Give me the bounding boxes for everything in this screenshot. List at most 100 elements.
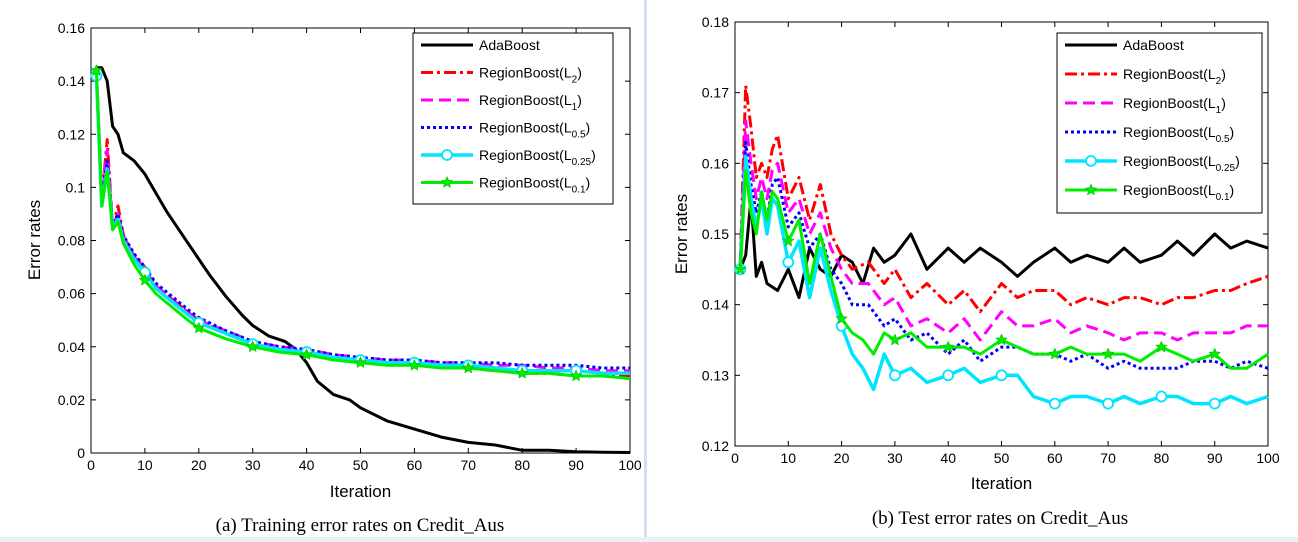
b-x-tick-label: 0	[731, 450, 739, 466]
chart-training-error: 0 10 20 30 40 50 60 70 80 90 100 0 0.02 0.04 0.06 0.08 0…	[25, 20, 642, 536]
b-x-tick-label: 20	[834, 450, 850, 466]
a-x-tick-label: 30	[245, 457, 261, 473]
a-y-tick-label: 0.1	[66, 179, 86, 195]
b-series-marker-4	[889, 369, 901, 382]
a-y-tick-label: 0.08	[58, 233, 85, 249]
b-x-tick-label: 90	[1207, 450, 1223, 466]
a-series-marker-5	[461, 361, 475, 374]
b-x-tick-label: 10	[781, 450, 797, 466]
b-series-marker-5	[1101, 347, 1115, 360]
b-series-marker-5	[835, 312, 848, 325]
b-series-marker-4	[1208, 397, 1221, 410]
b-legend-label-2: RegionBoost(L1)	[1123, 95, 1226, 116]
b-series-line-2	[738, 119, 1268, 342]
a-y-tick-label: 0.06	[58, 286, 85, 302]
a-x-tick-label: 60	[407, 457, 423, 473]
a-series-line-0	[96, 66, 631, 454]
b-x-tick-label: 70	[1100, 450, 1116, 466]
b-x-tick-label: 40	[940, 450, 956, 466]
b-y-tick-label: 0.12	[702, 438, 729, 454]
a-series-marker-5	[408, 358, 421, 371]
b-legend-label-0: AdaBoost	[1123, 37, 1184, 53]
a-legend-label-5: RegionBoost(L0.1)	[479, 175, 590, 196]
a-x-tick-label: 80	[514, 457, 530, 473]
a-x-tick-label: 10	[137, 457, 153, 473]
a-series-marker-5	[90, 63, 103, 76]
a-x-tick-label: 0	[87, 457, 95, 473]
a-legend-marker-4	[441, 149, 453, 161]
a-series-marker-5	[138, 273, 152, 286]
b-series-line-0	[738, 197, 1269, 300]
b-legend-label-1: RegionBoost(L2)	[1123, 66, 1226, 87]
a-series-line-5	[94, 70, 631, 381]
b-series-marker-5	[941, 340, 955, 353]
b-legend-label-4: RegionBoost(L0.25)	[1123, 153, 1240, 174]
a-legend-box	[412, 32, 614, 205]
a-y-tick-label: 0.12	[58, 126, 85, 142]
a-series-marker-5	[569, 369, 583, 382]
b-series-marker-5	[781, 234, 795, 247]
a-x-tick-label: 20	[191, 457, 207, 473]
b-x-tick-label: 30	[887, 450, 903, 466]
b-x-tick-label: 50	[994, 450, 1010, 466]
panel-divider	[644, 0, 647, 542]
bottom-rule	[0, 537, 1298, 542]
a-series-marker-5	[354, 356, 367, 369]
a-x-tick-label: 50	[353, 457, 369, 473]
a-series-marker-5	[515, 366, 529, 379]
b-y-tick-label: 0.16	[702, 155, 729, 171]
a-y-tick-label: 0.14	[58, 73, 85, 89]
b-y-tick-label: 0.17	[702, 85, 729, 101]
b-legend-marker-5	[1084, 183, 1098, 196]
b-series-marker-5	[733, 262, 747, 275]
a-y-tick-label: 0.04	[58, 339, 85, 355]
b-series-line-4	[738, 154, 1269, 406]
b-x-tick-label: 100	[1256, 450, 1280, 466]
a-legend-label-0: AdaBoost	[479, 37, 540, 53]
b-x-tick-label: 80	[1154, 450, 1170, 466]
b-series-line-1	[738, 84, 1269, 314]
a-x-tick-label: 100	[618, 457, 642, 473]
a-x-tick-label: 40	[299, 457, 315, 473]
b-series-marker-4	[1155, 390, 1168, 403]
b-series-marker-4	[1048, 397, 1061, 410]
b-x-axis-label: Iteration	[971, 474, 1032, 493]
b-series-line-5	[738, 168, 1269, 370]
b-y-axis-label: Error rates	[672, 194, 691, 274]
b-series-marker-4	[942, 369, 955, 382]
a-x-tick-label: 70	[461, 457, 477, 473]
b-caption: (b) Test error rates on Credit_Aus	[872, 508, 1128, 529]
b-series-marker-4	[1102, 397, 1114, 410]
b-legend-label-3: RegionBoost(L0.5)	[1123, 124, 1234, 145]
a-y-axis-label: Error rates	[25, 200, 44, 280]
b-y-tick-label: 0.18	[702, 14, 729, 30]
b-series-marker-5	[1048, 347, 1062, 360]
a-x-axis-label: Iteration	[330, 482, 391, 501]
a-legend-label-3: RegionBoost(L0.5)	[479, 120, 590, 141]
b-legend-marker-4	[1085, 155, 1097, 167]
a-series-marker-5	[300, 348, 313, 361]
b-legend-label-5: RegionBoost(L0.1)	[1123, 182, 1234, 203]
b-y-tick-label: 0.15	[702, 226, 729, 242]
a-legend-marker-5	[440, 175, 454, 188]
a-series-marker-5	[192, 321, 206, 334]
a-y-tick-label: 0	[77, 445, 85, 461]
b-series-marker-5	[995, 333, 1008, 346]
b-series-marker-5	[888, 333, 902, 346]
b-series-marker-4	[995, 369, 1008, 382]
a-legend-label-1: RegionBoost(L2)	[479, 65, 582, 86]
a-series-marker-5	[246, 340, 260, 353]
b-y-tick-label: 0.14	[702, 297, 729, 313]
b-series-marker-4	[782, 256, 795, 269]
a-y-tick-label: 0.16	[58, 20, 85, 36]
a-y-tick-label: 0.02	[58, 392, 85, 408]
b-series-marker-5	[1155, 340, 1168, 353]
a-series-line-3	[94, 73, 630, 370]
b-x-tick-label: 60	[1047, 450, 1063, 466]
b-legend-box	[1056, 32, 1263, 214]
a-legend-label-4: RegionBoost(L0.25)	[479, 147, 596, 168]
b-series-marker-5	[1208, 347, 1222, 360]
chart-test-error: 0 10 20 30 40 50 60 70 80 90 100 0.12 0.13 0.14 0.15 0.…	[672, 14, 1280, 529]
a-legend-label-2: RegionBoost(L1)	[479, 92, 582, 113]
